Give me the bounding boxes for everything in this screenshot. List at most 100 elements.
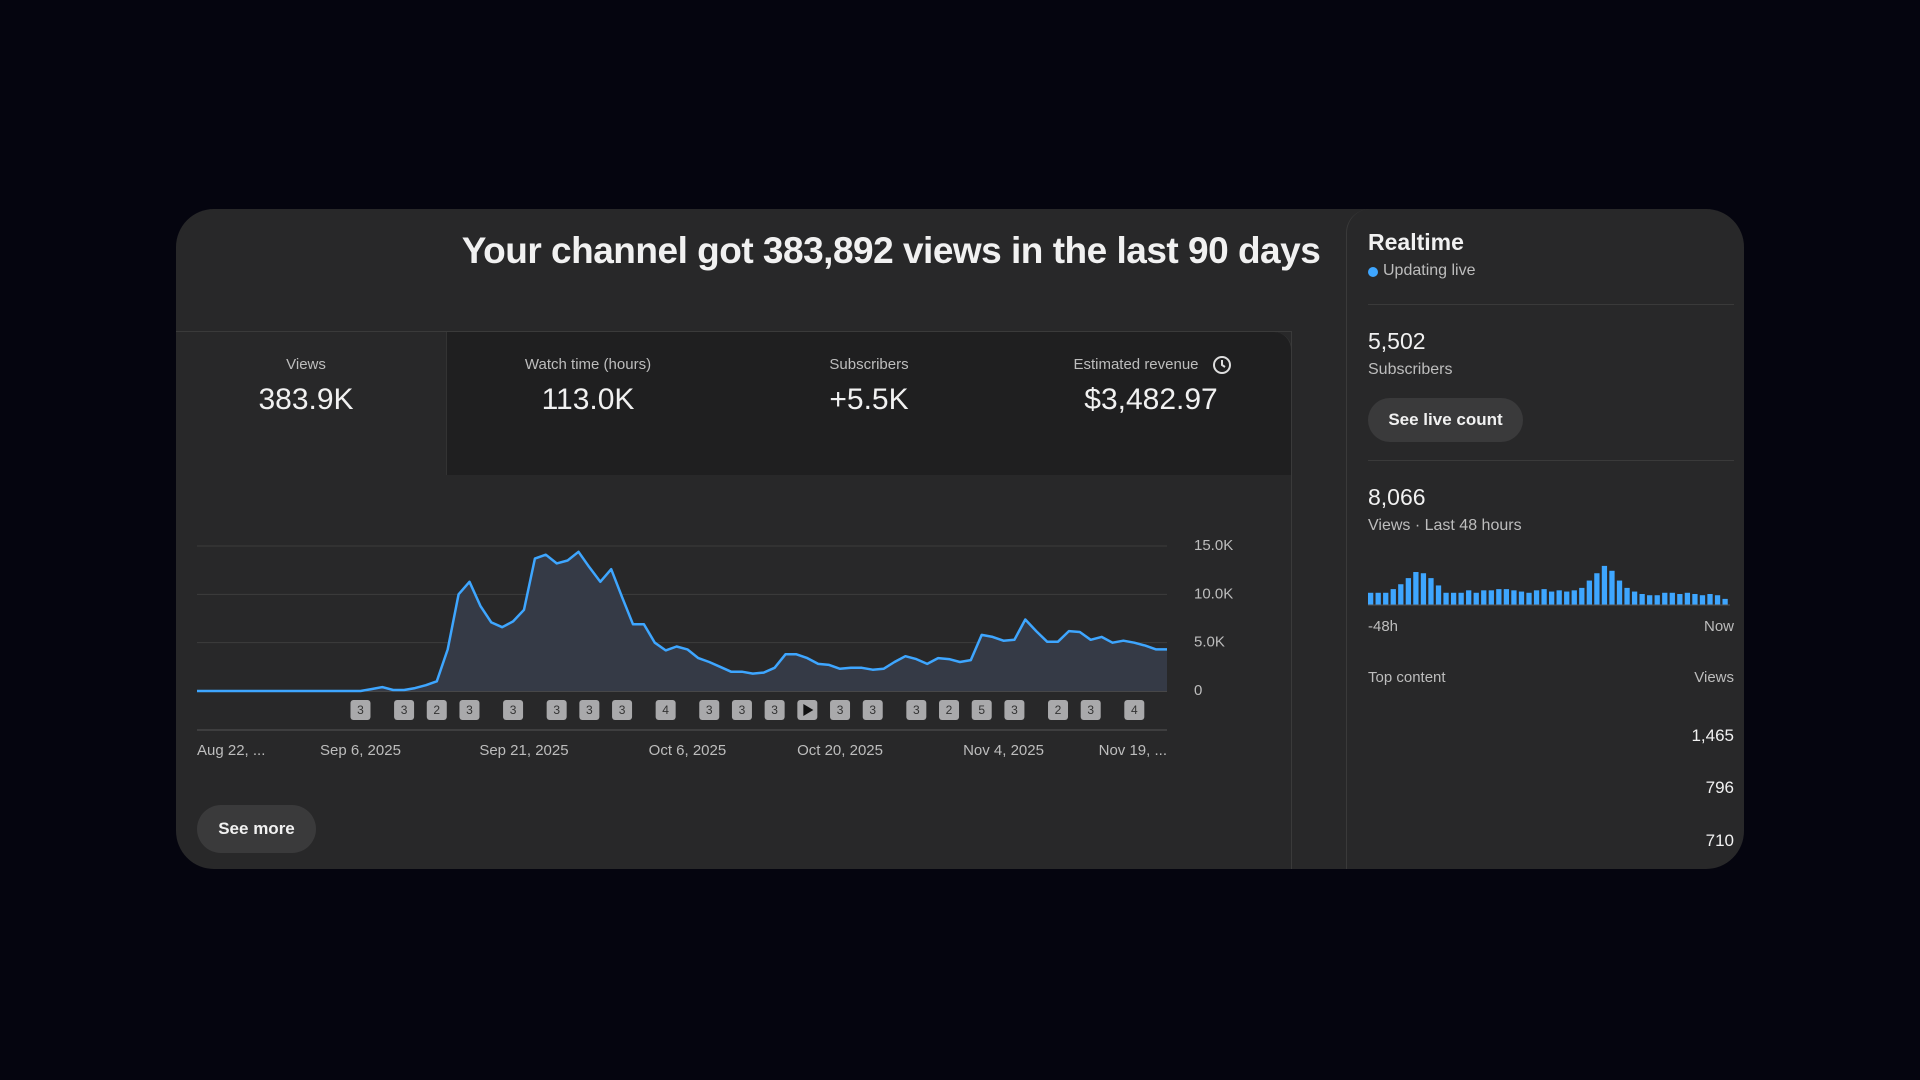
divider xyxy=(1368,304,1734,305)
video-marker[interactable] xyxy=(699,700,720,720)
x-tick-label: Oct 20, 2025 xyxy=(797,742,883,759)
tab[interactable] xyxy=(447,332,730,475)
card xyxy=(176,209,1744,869)
subscriber-count: 5,502 xyxy=(1368,328,1426,354)
y-tick-label: 5.0K xyxy=(1194,634,1225,651)
video-marker[interactable] xyxy=(906,700,927,720)
top-content-views-label: Views xyxy=(1694,669,1734,686)
video-marker[interactable] xyxy=(394,700,415,720)
realtime-bar xyxy=(1624,587,1630,605)
tab-selected[interactable] xyxy=(176,332,447,475)
top-content-views: 1,465 xyxy=(1691,726,1734,745)
y-tick-label: 0 xyxy=(1194,682,1202,699)
metric-value: +5.5K xyxy=(829,383,909,416)
realtime-bar xyxy=(1586,580,1592,605)
metric-value: 113.0K xyxy=(541,383,635,416)
metric-value: 383.9K xyxy=(258,383,354,416)
video-marker[interactable] xyxy=(503,700,524,720)
video-marker[interactable] xyxy=(830,700,851,720)
marker-label: 3 xyxy=(771,703,778,717)
realtime-title: Realtime xyxy=(1368,229,1464,255)
video-marker[interactable] xyxy=(612,700,633,720)
realtime-bar xyxy=(1639,594,1645,605)
y-tick-label: 15.0K xyxy=(1194,537,1233,554)
realtime-bar xyxy=(1722,598,1728,605)
marker-label: 3 xyxy=(913,703,920,717)
divider xyxy=(1368,460,1734,461)
video-marker[interactable] xyxy=(579,700,600,720)
start-label: -48h xyxy=(1368,618,1399,635)
realtime-bar xyxy=(1556,590,1562,605)
realtime-bar xyxy=(1450,592,1457,605)
realtime-bar xyxy=(1669,592,1675,605)
marker-label: 3 xyxy=(357,703,364,717)
realtime-bar xyxy=(1714,595,1721,605)
realtime-panel xyxy=(1346,209,1745,869)
video-marker[interactable] xyxy=(731,700,752,720)
marker-label: 3 xyxy=(553,703,560,717)
realtime-bar xyxy=(1541,589,1547,605)
realtime-bar xyxy=(1707,594,1713,605)
realtime-bar xyxy=(1571,590,1577,605)
video-marker[interactable] xyxy=(426,700,447,720)
realtime-bar xyxy=(1511,590,1517,605)
video-marker[interactable] xyxy=(459,700,480,720)
realtime-bar xyxy=(1473,592,1479,605)
realtime-bar xyxy=(1405,578,1411,605)
marker-label: 4 xyxy=(662,703,669,717)
marker-label: 3 xyxy=(1011,703,1018,717)
video-marker[interactable] xyxy=(939,700,960,720)
title: Your channel got 383,892 views in the la… xyxy=(461,230,1321,271)
realtime-bar xyxy=(1466,590,1472,605)
realtime-bar xyxy=(1699,595,1706,605)
video-marker[interactable] xyxy=(1124,700,1145,720)
realtime-bar xyxy=(1488,590,1494,605)
video-marker[interactable] xyxy=(1004,700,1025,720)
x-tick-label: Nov 4, 2025 xyxy=(963,742,1044,759)
subscriber-label: Subscribers xyxy=(1368,361,1453,378)
y-tick-label: 10.0K xyxy=(1194,585,1233,602)
video-marker[interactable] xyxy=(764,700,785,720)
video-marker[interactable] xyxy=(971,700,992,720)
marker-label: 3 xyxy=(739,703,746,717)
video-marker[interactable] xyxy=(546,700,567,720)
live-count-button[interactable]: See live count xyxy=(1368,398,1523,442)
x-tick-label: Sep 6, 2025 xyxy=(320,742,401,759)
marker-label: 5 xyxy=(978,703,985,717)
tab[interactable] xyxy=(1010,332,1292,475)
tab[interactable] xyxy=(729,332,1011,475)
realtime-bar xyxy=(1684,592,1691,605)
realtime-bar xyxy=(1631,591,1638,605)
video-marker[interactable] xyxy=(1080,700,1101,720)
play-icon xyxy=(803,704,814,716)
realtime-bar xyxy=(1398,584,1404,605)
video-marker[interactable] xyxy=(655,700,676,720)
views-label: Views · Last 48 hours xyxy=(1368,517,1522,534)
clock-icon[interactable] xyxy=(1212,355,1232,375)
line xyxy=(197,550,1167,693)
marker-label: 3 xyxy=(401,703,408,717)
realtime-bar xyxy=(1579,587,1585,605)
realtime-bar xyxy=(1564,591,1570,605)
marker-label: 2 xyxy=(1055,703,1062,717)
x-tick-label: Nov 19, ... xyxy=(1099,742,1167,759)
marker-label: 2 xyxy=(433,703,440,717)
top-content-views: 796 xyxy=(1705,778,1734,797)
x-tick-label: Oct 6, 2025 xyxy=(649,742,727,759)
realtime-bar xyxy=(1481,590,1487,605)
video-marker[interactable] xyxy=(350,700,371,720)
marker-label: 3 xyxy=(619,703,626,717)
top-content-label: Top content xyxy=(1368,669,1446,686)
see-more-button[interactable]: See more xyxy=(197,805,316,853)
video-marker[interactable] xyxy=(862,700,883,720)
realtime-bar xyxy=(1647,595,1653,605)
realtime-bar xyxy=(1390,589,1396,605)
marker-label: 3 xyxy=(510,703,517,717)
realtime-bar xyxy=(1435,585,1442,605)
video-marker[interactable] xyxy=(1048,700,1069,720)
realtime-bar xyxy=(1375,592,1381,605)
marker-label: 3 xyxy=(837,703,844,717)
divider xyxy=(176,331,1292,332)
